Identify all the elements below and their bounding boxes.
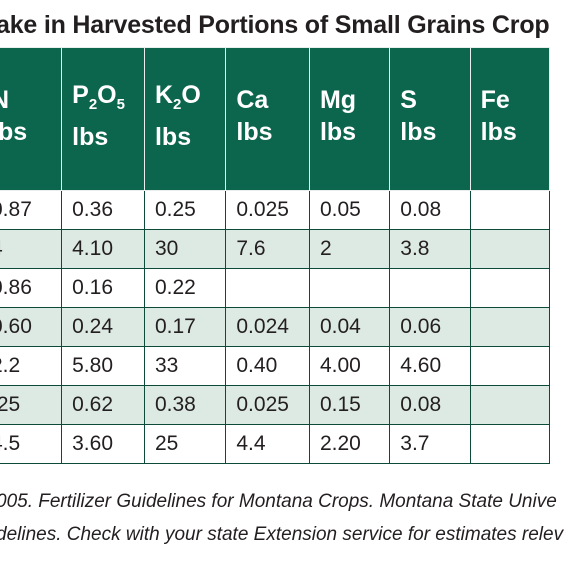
header-row: N lbs P2O5 lbs K2O lbs Ca lbs Mg lbs S l…: [0, 47, 551, 191]
table-cell-fe: [469, 190, 551, 230]
table-cell-s: 4.60: [389, 346, 471, 386]
table-cell-mg: 0.15: [308, 385, 391, 425]
col-header-n: N lbs: [0, 47, 63, 191]
table-cell-n: 0.60: [0, 307, 63, 347]
table-cell-ca: 0.024: [225, 307, 310, 347]
table-cell-fe: [469, 385, 551, 425]
table-cell-p2o5: 0.24: [61, 307, 145, 347]
footnote-disclaimer: delines. Check with your state Extension…: [0, 524, 564, 545]
table-cell-fe: [469, 268, 551, 308]
table-cell-s: [389, 268, 471, 308]
table-cell-mg: 2: [308, 229, 391, 269]
table-cell-ca: 4.4: [225, 424, 310, 464]
table-cell-p2o5: 0.36: [61, 190, 145, 230]
table-cell-n: 0.87: [0, 190, 63, 230]
col-header-fe: Fe lbs: [469, 47, 551, 191]
table-cell-k2o: 25: [143, 424, 227, 464]
table-cell-k2o: 33: [143, 346, 227, 386]
table-cell-n: 2.2: [0, 346, 63, 386]
table-cell-mg: 0.05: [308, 190, 391, 230]
table-cell-mg: 2.20: [308, 424, 391, 464]
table-cell-n: 0.86: [0, 268, 63, 308]
table-cell-mg: 4.00: [308, 346, 391, 386]
footnote-source: 005. Fertilizer Guidelines for Montana C…: [0, 491, 557, 512]
table-cell-ca: 0.025: [225, 190, 310, 230]
table-cell-s: 0.06: [389, 307, 471, 347]
table-cell-p2o5: 3.60: [61, 424, 145, 464]
table-cell-fe: [469, 346, 551, 386]
table-cell-fe: [469, 424, 551, 464]
table-cell-n: 4.5: [0, 424, 63, 464]
table-cell-s: 0.08: [389, 190, 471, 230]
table-cell-fe: [469, 307, 551, 347]
col-header-p2o5: P2O5 lbs: [61, 47, 145, 191]
table-cell-s: 3.7: [389, 424, 471, 464]
table-cell-k2o: 30: [143, 229, 227, 269]
col-header-mg: Mg lbs: [308, 47, 391, 191]
col-header-ca: Ca lbs: [225, 47, 310, 191]
table-row: 0.860.160.22: [0, 268, 551, 308]
table-cell-k2o: 0.25: [143, 190, 227, 230]
col-header-k2o: K2O lbs: [143, 47, 227, 191]
table-cell-k2o: 0.17: [143, 307, 227, 347]
table-cell-ca: [225, 268, 310, 308]
table-title: ake in Harvested Portions of Small Grain…: [0, 11, 550, 39]
table-cell-mg: [308, 268, 391, 308]
table-cell-k2o: 0.22: [143, 268, 227, 308]
table-cell-n: .25: [0, 385, 63, 425]
table-cell-ca: 7.6: [225, 229, 310, 269]
table-cell-p2o5: 0.16: [61, 268, 145, 308]
table-cell-mg: 0.04: [308, 307, 391, 347]
col-header-s: S lbs: [389, 47, 471, 191]
table-cell-ca: 0.40: [225, 346, 310, 386]
table-cell-s: 3.8: [389, 229, 471, 269]
table-cell-ca: 0.025: [225, 385, 310, 425]
table-cell-fe: [469, 229, 551, 269]
table-cell-p2o5: 5.80: [61, 346, 145, 386]
table-cell-s: 0.08: [389, 385, 471, 425]
table-cell-k2o: 0.38: [143, 385, 227, 425]
table-cell-p2o5: 0.62: [61, 385, 145, 425]
table-cell-n: 4: [0, 229, 63, 269]
nutrient-uptake-table: N lbs P2O5 lbs K2O lbs Ca lbs Mg lbs S l…: [0, 47, 551, 464]
table-cell-p2o5: 4.10: [61, 229, 145, 269]
